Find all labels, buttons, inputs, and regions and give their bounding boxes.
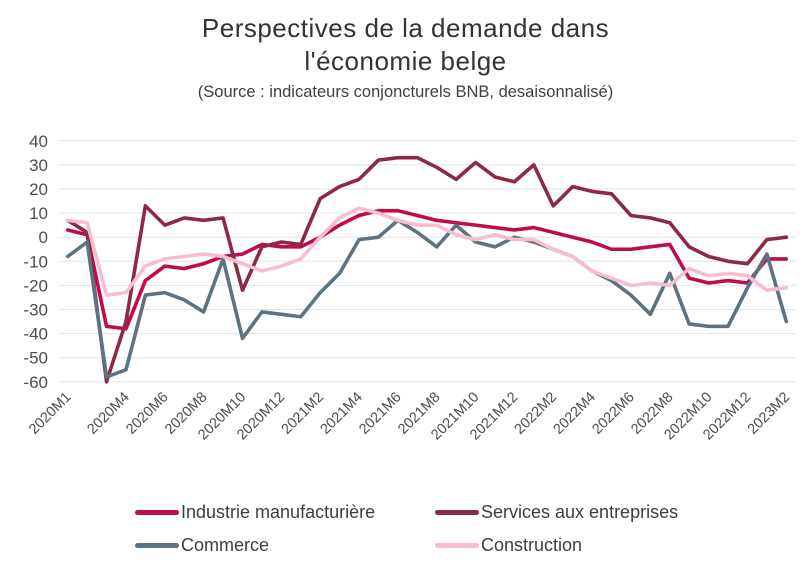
x-tick-label: 2022M6 [589,389,637,437]
x-tick-label: 2020M4 [84,389,132,437]
legend-label-commerce: Commerce [181,535,270,555]
legend-swatch-construction-icon [435,543,479,548]
y-tick-label: -50 [23,349,48,368]
chart-header: Perspectives de la demande dans l'économ… [0,12,811,104]
legend-label-construction: Construction [481,535,583,555]
y-tick-label: -10 [23,252,48,271]
x-tick-label: 2020M1 [26,389,74,437]
y-tick-label: -60 [23,373,48,392]
chart-title-line-1: Perspectives de la demande dans [201,13,610,43]
series-line-industrie-manufacturi-re [65,208,789,331]
x-tick-label: 2022M2 [512,389,560,437]
y-tick-label: -30 [23,301,48,320]
x-tick-label: 2023M2 [745,389,793,437]
legend-swatch-industrie-icon [135,510,179,515]
y-tick-label: 40 [29,132,48,151]
y-tick-label: 10 [29,204,48,223]
x-tick-label: 2021M2 [279,389,327,437]
y-tick-label: -40 [23,325,48,344]
legend-swatch-services-icon [435,510,479,515]
x-tick-label: 2020M6 [123,389,171,437]
series-line-commerce [65,218,789,379]
y-tick-label: 20 [29,180,48,199]
y-tick-label: 30 [29,156,48,175]
legend-label-industrie: Industrie manufacturière [181,502,376,522]
legend-item-industrie: Industrie manufacturière [135,502,435,523]
chart-legend: Industrie manufacturière Services aux en… [135,496,755,562]
legend-item-services: Services aux entreprises [435,502,735,523]
series-line-construction [65,206,789,297]
chart-title-line-2: l'économie belge [304,46,507,76]
legend-label-services: Services aux entreprises [481,502,679,522]
chart-subtitle: (Source : indicateurs conjoncturels BNB,… [197,83,614,101]
x-tick-label: 2021M4 [317,389,365,437]
x-tick-label: 2021M6 [356,389,404,437]
legend-swatch-commerce-icon [135,543,179,548]
legend-item-commerce: Commerce [135,535,435,556]
series-line-services-aux-entreprises [65,155,789,384]
y-tick-label: 0 [39,228,48,247]
y-tick-label: -20 [23,276,48,295]
x-tick-label: 2022M4 [551,389,599,437]
legend-item-construction: Construction [435,535,735,556]
